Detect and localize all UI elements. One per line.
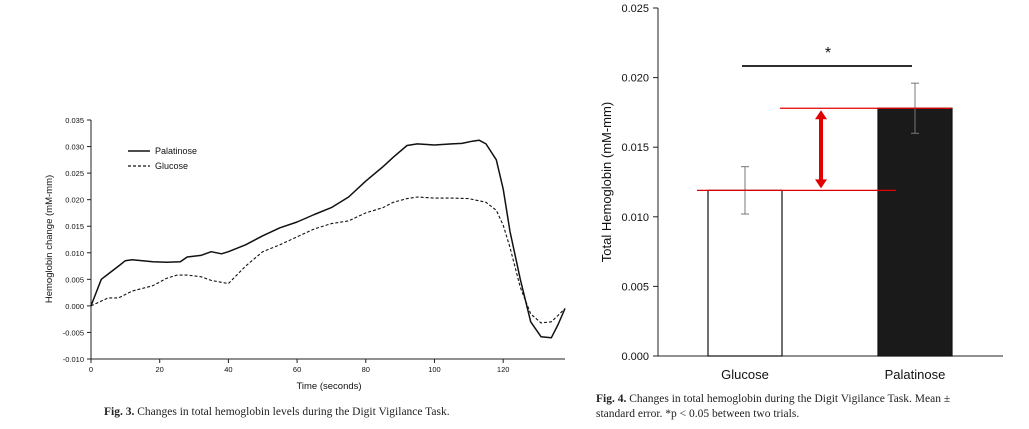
fig3-y-axis-label: Hemoglobin change (mM-mm) [44, 175, 55, 303]
fig4-caption-line1-text: Changes in total hemoglobin during the D… [629, 393, 951, 405]
fig4-x-label-glucose: Glucose [721, 367, 769, 382]
fig4-bars [707, 82, 953, 357]
fig3-y-ticks: -0.010 -0.005 0.000 0.005 0.010 0.015 0.020 0.0… [63, 116, 91, 364]
fig3-axes [90, 120, 565, 360]
fig4-x-label-palatinose: Palatinose [885, 367, 946, 382]
fig3-y-tick-label: 0.025 [65, 169, 84, 178]
fig3-x-ticks: 0 20 40 60 80 100 120 [89, 359, 510, 374]
legend-label-glucose: Glucose [155, 161, 188, 171]
fig4-y-tick-label: 0.015 [621, 142, 649, 154]
fig3-y-tick-label: 0.015 [65, 222, 84, 231]
fig4-significance-star: * [825, 45, 831, 62]
fig4-caption-label: Fig. 4. [596, 393, 627, 405]
fig4-y-tick-label: 0.025 [621, 3, 649, 15]
fig4-y-tick-label: 0.005 [621, 281, 649, 293]
figure-3-line-chart: -0.010 -0.005 0.000 0.005 0.010 0.015 0.020 0.0… [44, 116, 566, 392]
fig3-x-tick-label: 60 [293, 365, 301, 374]
legend-label-palatinose: Palatinose [155, 146, 197, 156]
fig3-x-tick-label: 80 [362, 365, 370, 374]
fig3-y-tick-label: 0.010 [65, 249, 84, 258]
fig3-series-line-palatinose [90, 139, 566, 339]
fig3-x-axis-label: Time (seconds) [296, 381, 361, 392]
fig4-y-tick-label: 0.010 [621, 212, 649, 224]
fig3-y-tick-label: 0.005 [65, 275, 84, 284]
fig3-y-tick-label: 0.000 [65, 302, 84, 311]
fig3-y-tick-label: -0.005 [63, 328, 84, 337]
fig4-difference-arrow-head-top [815, 110, 827, 120]
fig4-caption-line1: Fig. 4. Changes in total hemoglobin duri… [596, 392, 1026, 407]
fig4-y-ticks: 0.000 0.005 0.010 0.015 0.020 0.025 [621, 3, 658, 363]
fig3-y-tick-label: 0.020 [65, 196, 84, 205]
fig4-bar-glucose [707, 189, 783, 357]
fig3-caption: Fig. 3. Changes in total hemoglobin leve… [104, 405, 564, 420]
fig3-caption-label: Fig. 3. [104, 406, 135, 418]
fig4-caption: Fig. 4. Changes in total hemoglobin duri… [596, 392, 1026, 422]
fig4-annotations [697, 65, 952, 191]
fig3-x-tick-label: 40 [224, 365, 232, 374]
fig3-x-tick-label: 20 [156, 365, 164, 374]
figure-4-bar-chart: 0.000 0.005 0.010 0.015 0.020 0.025 Glucose P… [599, 3, 1003, 382]
fig3-y-tick-label: 0.030 [65, 143, 84, 152]
fig4-y-axis-label: Total Hemoglobin (mM-mm) [599, 102, 614, 262]
fig3-y-tick-label: -0.010 [63, 355, 84, 364]
fig4-bar-palatinose [877, 107, 953, 357]
fig3-legend: Palatinose Glucose [128, 146, 197, 171]
fig4-caption-line2: standard error. *p < 0.05 between two tr… [596, 408, 800, 420]
fig4-y-tick-label: 0.020 [621, 73, 649, 85]
fig3-y-tick-label: 0.035 [65, 116, 84, 125]
fig3-x-tick-label: 100 [428, 365, 441, 374]
fig3-x-tick-label: 0 [89, 365, 93, 374]
fig3-series [90, 139, 566, 339]
fig3-x-tick-label: 120 [497, 365, 510, 374]
fig3-series-line-glucose [90, 196, 566, 324]
fig4-y-tick-label: 0.000 [621, 351, 649, 363]
fig4-difference-arrow-head-bottom [815, 179, 827, 189]
fig3-caption-text: Changes in total hemoglobin levels durin… [137, 406, 450, 418]
